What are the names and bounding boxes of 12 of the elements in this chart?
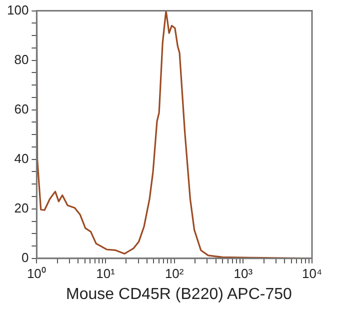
x-axis-title: Mouse CD45R (B220) APC-750 (65, 286, 293, 304)
y-tick-label: 40 (14, 150, 29, 166)
x-tick-label: 10⁴ (302, 266, 322, 281)
x-tick-label: 10⁰ (26, 266, 46, 281)
y-tick-label: 100 (6, 2, 29, 18)
x-tick-label: 10³ (234, 266, 254, 281)
x-tick-label: 10² (164, 266, 184, 281)
y-tick-label: 0 (21, 250, 29, 265)
y-tick-label: 80 (14, 52, 29, 67)
y-tick-label: 20 (14, 200, 29, 216)
x-tick-label: 10¹ (96, 266, 116, 281)
y-tick-label: 60 (14, 101, 29, 116)
